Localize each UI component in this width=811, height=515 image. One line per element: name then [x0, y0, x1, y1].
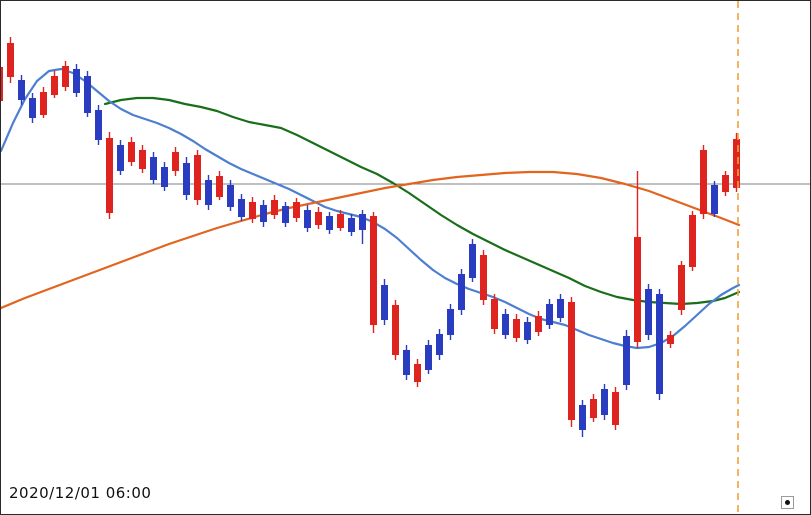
candle: [51, 71, 58, 98]
candle: [711, 181, 718, 217]
candle: [656, 289, 663, 400]
candle: [700, 145, 707, 219]
candle: [95, 105, 102, 145]
candle: [326, 212, 333, 234]
candle: [403, 345, 410, 380]
candle: [106, 132, 113, 219]
candle: [139, 145, 146, 173]
candle: [370, 212, 377, 333]
candle: [282, 202, 289, 227]
candle: [524, 317, 531, 344]
ma-line-mid-green: [103, 96, 741, 306]
candle: [315, 207, 322, 229]
candle: [513, 314, 520, 342]
candle: [568, 297, 575, 427]
candle: [84, 71, 91, 117]
candle: [183, 157, 190, 200]
candle: [337, 210, 344, 231]
candle: [414, 359, 421, 387]
candle: [491, 294, 498, 334]
candle: [722, 171, 729, 196]
candle: [359, 210, 366, 244]
candle: [392, 300, 399, 360]
candle: [678, 261, 685, 315]
candle: [623, 330, 630, 390]
candle: [238, 194, 245, 221]
candle: [172, 147, 179, 176]
candle: [689, 211, 696, 271]
candle: [612, 387, 619, 430]
candle: [546, 299, 553, 329]
candle: [29, 93, 36, 123]
candle: [425, 340, 432, 374]
candle: [271, 195, 278, 219]
candle: [667, 331, 674, 348]
candle: [249, 197, 256, 223]
candle: [194, 150, 201, 205]
candle: [348, 214, 355, 236]
candle: [216, 171, 223, 200]
candle: [62, 61, 69, 91]
candle: [469, 239, 476, 282]
candle: [557, 294, 564, 322]
candle: [447, 304, 454, 340]
candle: [381, 279, 388, 325]
ma-line-long-orange: [1, 170, 741, 310]
timestamp-label: 2020/12/01 06:00: [9, 484, 152, 502]
dot-icon: [785, 500, 790, 505]
candle: [304, 205, 311, 232]
candle: [18, 75, 25, 105]
candle: [260, 200, 267, 227]
corner-dot-button[interactable]: [781, 496, 794, 509]
candle: [40, 87, 47, 118]
candle: [293, 198, 300, 222]
candle: [7, 37, 14, 83]
candle: [227, 180, 234, 211]
candle: [128, 137, 135, 166]
candle: [117, 140, 124, 175]
candle: [634, 171, 641, 348]
candle: [579, 400, 586, 437]
candle: [601, 384, 608, 420]
candle: [1, 67, 3, 101]
candle: [73, 64, 80, 97]
candle: [480, 250, 487, 305]
candle: [205, 175, 212, 210]
candle: [436, 329, 443, 360]
candle: [535, 311, 542, 336]
candle: [502, 309, 509, 339]
candle: [590, 394, 597, 422]
candle: [161, 162, 168, 191]
candle: [458, 269, 465, 315]
candle: [733, 133, 740, 192]
candle: [645, 284, 652, 340]
candle: [150, 152, 157, 184]
